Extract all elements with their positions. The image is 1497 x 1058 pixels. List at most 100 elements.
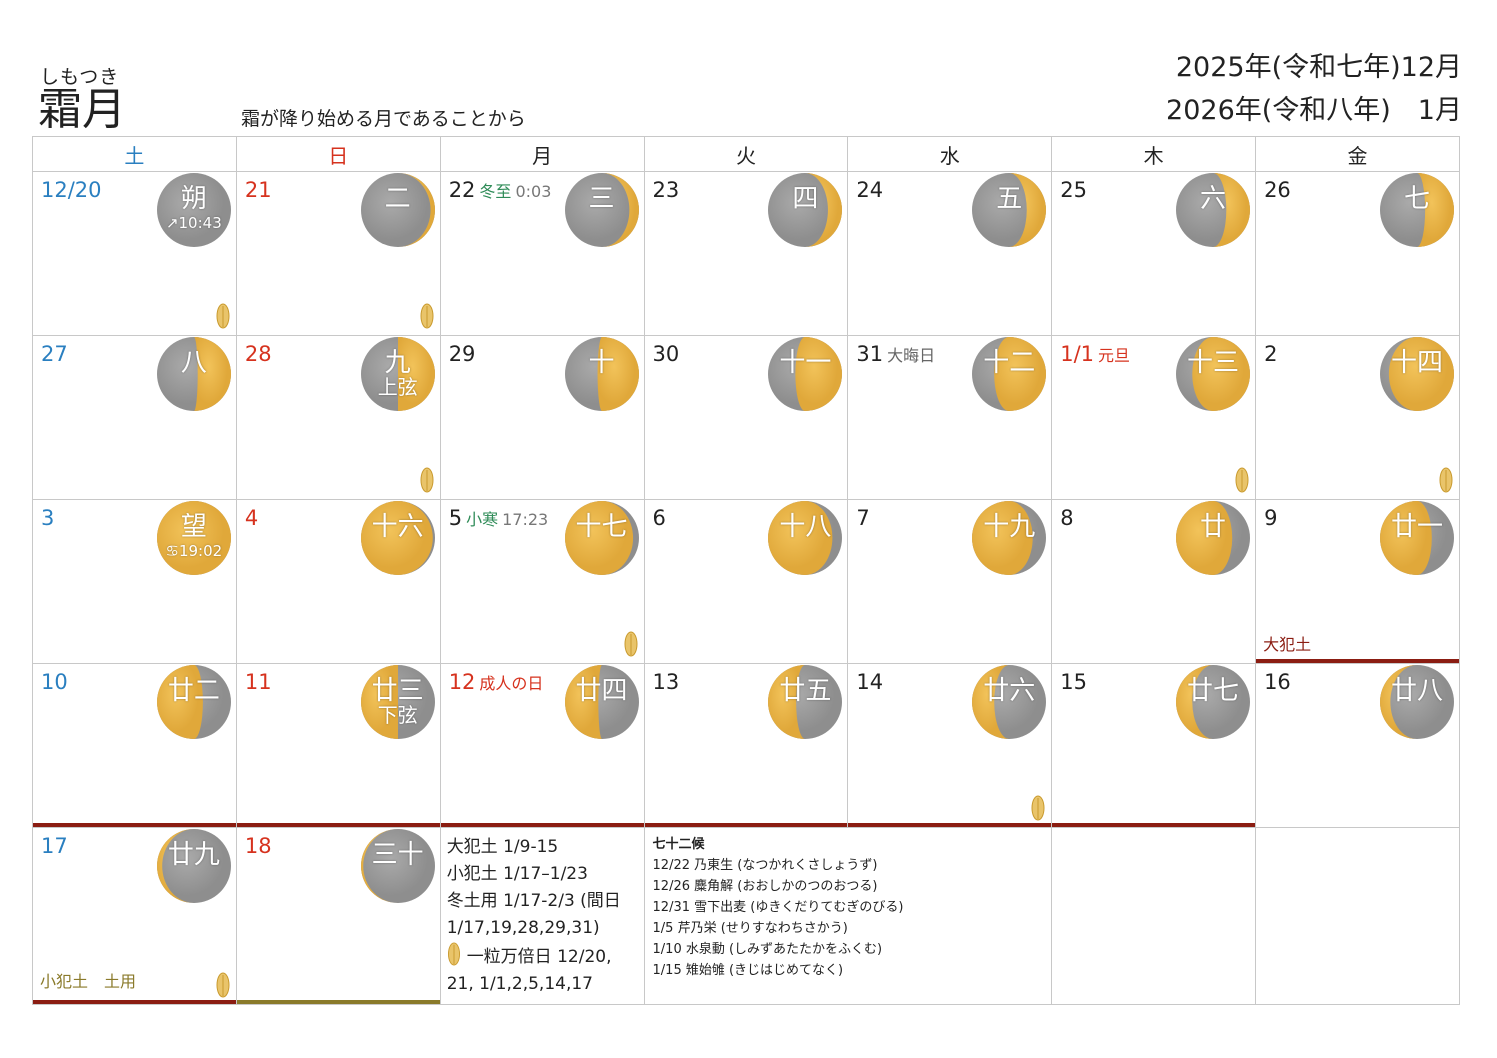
moon-icon: 三十: [360, 828, 436, 904]
day-cell[interactable]: 23 四: [643, 171, 849, 336]
moon-icon: 十八: [767, 500, 843, 576]
lunar-day: 廿五: [779, 676, 832, 706]
day-cell[interactable]: 17 廿九 小犯土 土用: [32, 827, 237, 1005]
date-number: 22 冬至 0:03: [448, 178, 552, 202]
day-cell[interactable]: 3 望 ♋19:02: [32, 499, 237, 664]
lunar-day: 七: [1403, 184, 1430, 214]
grain-icon: [1439, 467, 1453, 493]
moon-icon: 十九: [971, 500, 1047, 576]
note-doyo: 冬土用 1/17-2/3 (間日 1/17,19,28,29,31): [446, 891, 621, 938]
grain-icon: [216, 303, 230, 329]
day-cell[interactable]: 5 小寒 17:23 十七: [439, 499, 645, 664]
day-cell[interactable]: 29 十: [439, 335, 645, 500]
date-number: 12 成人の日: [448, 670, 544, 694]
day-cell[interactable]: 21 二: [235, 171, 441, 336]
weekday-tue: 火: [643, 136, 849, 172]
date-number: 7: [856, 506, 870, 530]
date-number: 4: [244, 506, 259, 530]
lunar-day: 十: [588, 348, 615, 378]
date-number: 11: [244, 670, 272, 694]
kou-item: 12/22 乃東生 (なつかれくさしょうず): [652, 858, 878, 873]
day-cell[interactable]: 28 九上弦: [235, 335, 441, 500]
moon-icon: 七: [1379, 172, 1455, 248]
day-cell[interactable]: 2 十四: [1255, 335, 1460, 500]
event-label: 小寒: [466, 510, 499, 529]
lunar-day: 十三: [1187, 348, 1240, 378]
lunar-day: 廿: [1200, 512, 1227, 542]
date-number: 27: [41, 342, 68, 366]
day-cell[interactable]: 10 廿二: [32, 663, 237, 828]
day-cell[interactable]: 12 成人の日 廿四: [439, 663, 645, 828]
moon-icon: 六: [1175, 172, 1251, 248]
moon-icon: 五: [971, 172, 1047, 248]
moon-icon: 三: [564, 172, 640, 248]
moon-icon: 十二: [971, 336, 1047, 412]
event-label: 大晦日: [887, 346, 936, 365]
date-number: 24: [856, 178, 884, 202]
lunar-day: 十二: [983, 348, 1036, 378]
day-cell[interactable]: 1/1 元旦 十三: [1051, 335, 1257, 500]
shofu-band: [236, 1000, 440, 1004]
daifu-band: [440, 823, 644, 827]
date-number: 9: [1264, 506, 1278, 530]
lunar-day: 六: [1200, 184, 1227, 214]
lunar-day: 廿九: [167, 840, 220, 870]
moon-icon: 四: [767, 172, 843, 248]
day-cell[interactable]: 6 十八: [643, 499, 849, 664]
day-cell[interactable]: 26 七: [1255, 171, 1460, 336]
day-cell[interactable]: 25 六: [1051, 171, 1257, 336]
day-cell[interactable]: 30 十一: [643, 335, 849, 500]
day-cell[interactable]: 14 廿六: [847, 663, 1053, 828]
event-label: 元旦: [1098, 346, 1131, 365]
kou-cell: 七十二候 12/22 乃東生 (なつかれくさしょうず) 12/26 麋角解 (お…: [643, 827, 1053, 1005]
event-time: 0:03: [515, 182, 552, 201]
kou-item: 1/10 水泉動 (しみずあたたかをふくむ): [652, 942, 883, 957]
tsuchi-label: 大犯土: [1263, 635, 1312, 654]
day-cell[interactable]: 22 冬至 0:03 三: [439, 171, 645, 336]
date-number: 3: [41, 506, 55, 530]
date-number: 30: [652, 342, 680, 366]
month-name: 霜月: [38, 84, 126, 135]
weekday-thu: 木: [1051, 136, 1257, 172]
day-cell[interactable]: 27 八: [32, 335, 237, 500]
lunar-day: 廿六: [983, 676, 1036, 706]
kou-item: 12/31 雪下出麦 (ゆきくだりてむぎのびる): [652, 900, 904, 915]
day-cell[interactable]: 12/20 朔 ↗10:43: [32, 171, 237, 336]
lunar-day: 四: [792, 184, 819, 214]
day-cell[interactable]: 7 十九: [847, 499, 1053, 664]
moon-icon: 廿三 下弦: [360, 664, 436, 740]
calendar-grid: 土 日 月 火 水 木 金 12/20 朔 ↗10:43 21 二 22 冬至 0:03 三 23…: [32, 136, 1460, 1005]
day-cell[interactable]: 9 廿一 大犯土: [1255, 499, 1460, 664]
moon-icon: 朔 ↗10:43: [156, 172, 232, 248]
moon-icon: 二: [360, 172, 436, 248]
day-cell[interactable]: 24 五: [847, 171, 1053, 336]
date-number: 17: [41, 834, 68, 858]
weekday-wed: 水: [847, 136, 1053, 172]
event-label: 成人の日: [479, 674, 544, 693]
day-cell[interactable]: 4 十六: [235, 499, 441, 664]
day-cell[interactable]: 11 廿三 下弦: [235, 663, 441, 828]
lunar-day: 五: [996, 184, 1023, 214]
lunar-day: 三十: [371, 840, 424, 870]
day-cell[interactable]: 13 廿五: [643, 663, 849, 828]
lunar-day: 十九: [983, 512, 1036, 542]
weekday-header: 土 日 月 火 水 木 金: [32, 136, 1460, 172]
moon-icon: 廿六: [971, 664, 1047, 740]
date-number: 18: [244, 834, 272, 858]
moon-icon: 十: [564, 336, 640, 412]
day-cell[interactable]: 31 大晦日 十二: [847, 335, 1053, 500]
grain-icon: [420, 303, 434, 329]
moon-icon: 廿二: [156, 664, 232, 740]
moon-icon: 十六: [360, 500, 436, 576]
date-number: 31 大晦日: [856, 342, 936, 366]
lunar-day: 十七: [575, 512, 628, 542]
day-cell[interactable]: 16 廿八: [1255, 663, 1460, 828]
daifu-band: [1256, 659, 1459, 663]
day-cell[interactable]: 18 三十: [235, 827, 441, 1005]
moon-icon: 廿七: [1175, 664, 1251, 740]
weekday-sun: 日: [235, 136, 441, 172]
date-number: 10: [41, 670, 68, 694]
day-cell[interactable]: 15 廿七: [1051, 663, 1257, 828]
lunar-day: 十四: [1390, 348, 1443, 378]
